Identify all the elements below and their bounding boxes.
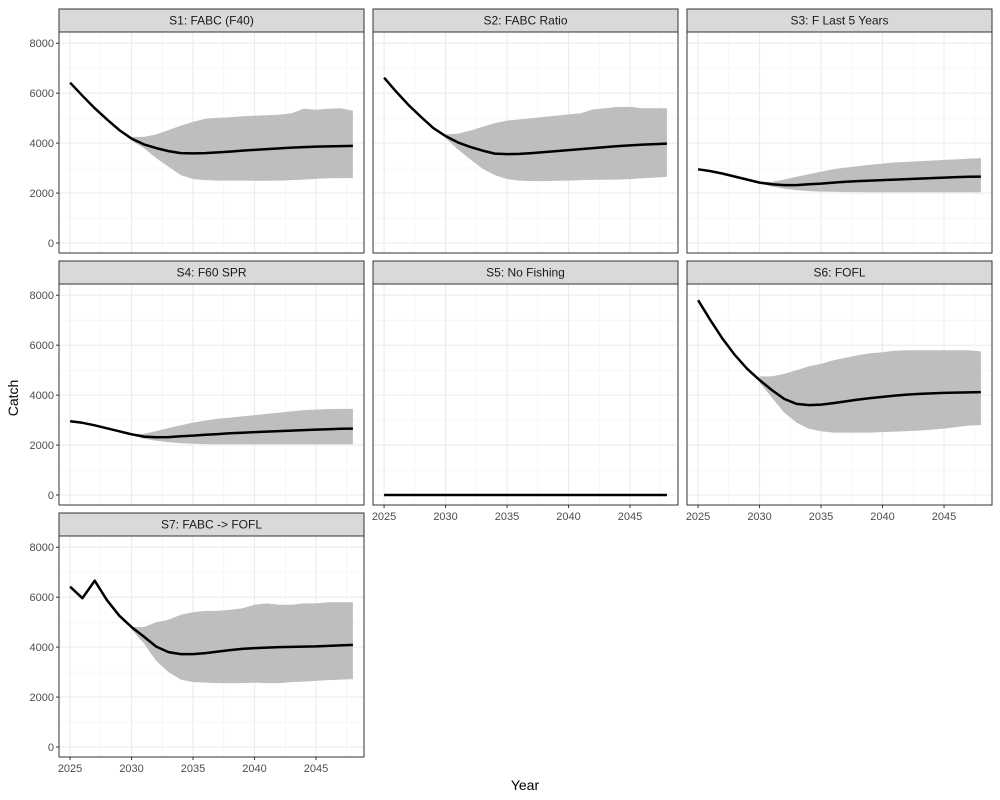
panel-border <box>686 283 993 506</box>
x-tick-label: 2035 <box>181 763 205 775</box>
x-tick-label: 2035 <box>809 511 833 523</box>
panels-layer: S1: FABC (F40) 0 2000 4000 6000 8000 S2: FABC … <box>30 8 993 775</box>
facet-panel: S3: F Last 5 Years <box>686 8 993 254</box>
y-tick-label: 6000 <box>30 88 54 100</box>
y-tick-label: 8000 <box>30 290 54 302</box>
y-tick-label: 4000 <box>30 642 54 654</box>
panel-border <box>372 31 679 254</box>
y-tick-label: 2000 <box>30 188 54 200</box>
x-tick-label: 2040 <box>556 511 580 523</box>
panel-border <box>58 283 365 506</box>
y-tick-label: 4000 <box>30 138 54 150</box>
x-tick-label: 2025 <box>58 763 82 775</box>
y-axis-title: Catch <box>5 380 21 417</box>
y-tick-label: 2000 <box>30 440 54 452</box>
y-tick-label: 8000 <box>30 38 54 50</box>
strip-title: S6: FOFL <box>813 266 865 280</box>
y-tick-label: 8000 <box>30 542 54 554</box>
panel-border <box>58 31 365 254</box>
panel-background <box>59 284 364 505</box>
x-tick-label: 2040 <box>242 763 266 775</box>
y-tick-label: 6000 <box>30 592 54 604</box>
x-tick-label: 2045 <box>618 511 642 523</box>
median-line <box>69 420 353 439</box>
x-tick-label: 2045 <box>932 511 956 523</box>
x-tick-label: 2030 <box>747 511 771 523</box>
strip-title: S7: FABC -> FOFL <box>161 518 262 532</box>
panel-border <box>58 535 365 758</box>
facet-panel: S5: No Fishing 2025 2030 2035 2040 2045 <box>372 260 679 523</box>
strip-title: S1: FABC (F40) <box>169 14 254 28</box>
x-tick-label: 2030 <box>433 511 457 523</box>
x-tick-label: 2025 <box>686 511 710 523</box>
panel-border <box>372 283 679 506</box>
strip-title: S4: F60 SPR <box>176 266 246 280</box>
y-tick-label: 6000 <box>30 340 54 352</box>
median-line <box>69 81 353 155</box>
y-tick-label: 0 <box>48 742 54 754</box>
strip-title: S2: FABC Ratio <box>483 14 567 28</box>
median-line <box>697 168 981 187</box>
x-tick-label: 2040 <box>870 511 894 523</box>
facet-panel: S6: FOFL 2025 2030 2035 2040 2045 <box>686 260 993 523</box>
confidence-band <box>131 602 353 684</box>
x-tick-label: 2045 <box>304 763 328 775</box>
median-line <box>383 76 667 156</box>
x-tick-label: 2035 <box>495 511 519 523</box>
panel-border <box>686 31 993 254</box>
confidence-band <box>759 350 981 433</box>
y-tick-label: 4000 <box>30 390 54 402</box>
confidence-band <box>131 108 353 181</box>
x-tick-label: 2025 <box>372 511 396 523</box>
strip-title: S5: No Fishing <box>486 266 565 280</box>
panel-background <box>687 32 992 253</box>
median-line <box>69 579 353 656</box>
facet-panel: S1: FABC (F40) 0 2000 4000 6000 8000 <box>30 8 365 254</box>
x-tick-label: 2030 <box>119 763 143 775</box>
facet-panel: S2: FABC Ratio <box>372 8 679 254</box>
facet-panel: S7: FABC -> FOFL 0 2000 4000 6000 8000 2025 203… <box>30 512 365 775</box>
panel-background <box>373 284 678 505</box>
x-axis-title: Year <box>511 777 540 793</box>
strip-title: S3: F Last 5 Years <box>790 14 888 28</box>
y-tick-label: 0 <box>48 490 54 502</box>
y-tick-label: 0 <box>48 238 54 250</box>
y-tick-label: 2000 <box>30 692 54 704</box>
facet-panel: S4: F60 SPR 0 2000 4000 6000 8000 <box>30 260 365 506</box>
confidence-band <box>445 106 667 182</box>
median-line <box>697 299 981 407</box>
